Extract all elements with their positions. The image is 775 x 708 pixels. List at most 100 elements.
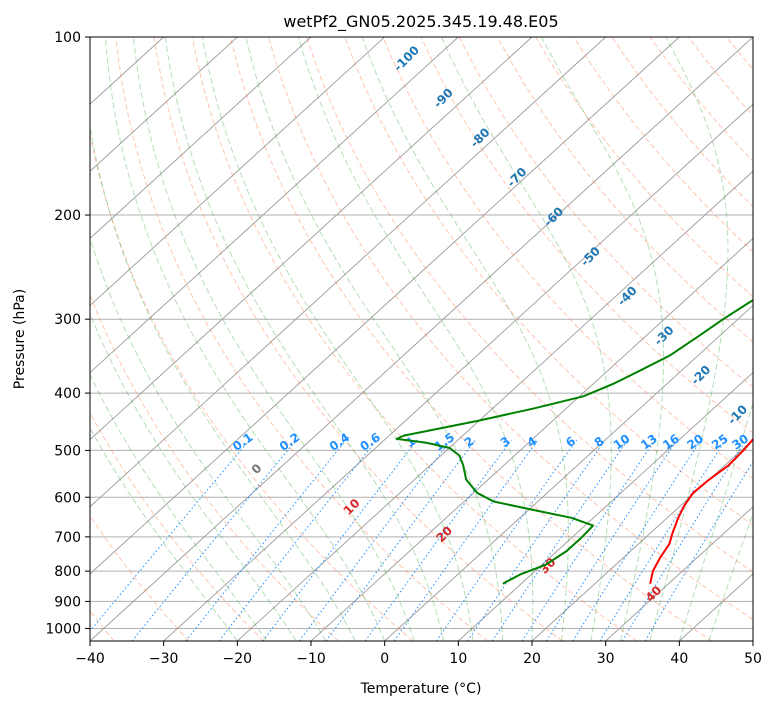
y-tick-label: 800 <box>54 564 81 580</box>
chart-title: wetPf2_GN05.2025.345.19.48.E05 <box>283 12 558 32</box>
mixing-ratio-line <box>436 439 578 641</box>
mixing-ratio-line <box>262 439 418 641</box>
moist-adiabat-label: -30 <box>651 323 676 348</box>
mixing-ratio-label: 30 <box>729 431 751 452</box>
moist-adiabat-line <box>132 37 415 641</box>
isotherm-line <box>90 37 753 641</box>
mixing-ratio-line <box>644 460 753 641</box>
moist-adiabat-line <box>678 401 753 641</box>
dry-adiabat-line <box>90 514 190 641</box>
mixing-ratio-line <box>90 439 250 632</box>
x-axis-title: Temperature (°C) <box>360 681 482 697</box>
moist-adiabat-line <box>201 37 474 641</box>
dry-adiabat-line <box>115 37 488 641</box>
moist-adiabat-label: -100 <box>391 43 422 74</box>
isotherm-line <box>752 640 753 641</box>
mixing-ratio-line <box>545 439 678 641</box>
isotherm-line <box>310 237 753 641</box>
temperature-profile-line <box>649 437 753 584</box>
moist-adiabat-line <box>441 37 612 641</box>
x-tick-label: −20 <box>223 651 253 667</box>
mixing-ratio-line <box>572 439 702 641</box>
mixing-ratio-label: 10 <box>611 431 633 452</box>
y-tick-label: 700 <box>54 530 81 546</box>
dry-adiabat-line <box>268 37 753 621</box>
dry-adiabat-line <box>153 37 563 641</box>
mixing-ratio-line <box>131 439 297 641</box>
mixing-ratio-line <box>218 439 378 641</box>
isotherm-line <box>605 506 753 641</box>
isotherm-line <box>90 37 459 374</box>
isotherm-line <box>458 371 753 641</box>
y-tick-label: 400 <box>54 386 81 402</box>
profile-lines <box>395 299 753 585</box>
y-tick-label: 1000 <box>45 621 81 637</box>
dry-adiabat-line <box>535 37 753 298</box>
x-tick-label: −40 <box>75 651 105 667</box>
dry-adiabat-line <box>306 37 753 573</box>
dry-adiabat-line <box>765 37 775 641</box>
mixing-ratio-label: 8 <box>592 434 607 450</box>
dry-adiabat-line <box>229 37 712 641</box>
mixing-ratio-line <box>491 439 629 641</box>
moist-adiabat-label: -70 <box>504 165 529 190</box>
mixing-ratio-line <box>621 439 747 641</box>
dry-adiabat-line <box>90 131 414 641</box>
moist-adiabat-line <box>361 37 569 641</box>
y-tick-label: 200 <box>54 208 81 224</box>
isotherm-line <box>384 304 753 641</box>
mixing-ratio-line <box>521 439 656 641</box>
y-tick-label: 900 <box>54 594 81 610</box>
mixing-ratio-label: 16 <box>660 431 682 452</box>
moist-adiabat-line <box>90 426 238 641</box>
isotherm-line <box>90 37 606 508</box>
moist-adiabat-label: -50 <box>578 244 603 269</box>
x-tick-label: 0 <box>380 651 389 667</box>
mixing-ratio-label: 25 <box>709 431 731 452</box>
isotherm-line <box>163 103 753 641</box>
dry-adiabat-label: 10 <box>341 496 363 518</box>
y-tick-label: 600 <box>54 490 81 506</box>
dewpoint-profile-line <box>395 299 753 585</box>
mixing-ratio-label: 6 <box>563 434 578 450</box>
moist-adiabat-line <box>708 512 753 641</box>
x-tick-label: 20 <box>523 651 541 667</box>
moist-adiabat-label: -90 <box>431 86 456 111</box>
isotherm-line <box>90 37 680 575</box>
moist-adiabat-line <box>164 37 445 641</box>
moist-adiabat-line <box>90 312 297 641</box>
moist-adiabat-line <box>90 236 327 641</box>
moist-adiabat-line <box>90 373 268 641</box>
dry-adiabat-line <box>420 37 753 434</box>
axes: −40 −30 −20 −10 0 10 20 30 40 50 100 200 300 400 500 60… <box>45 30 762 667</box>
y-tick-label: 100 <box>54 30 81 46</box>
moist-adiabat-label: -20 <box>688 363 713 388</box>
y-axis-title: Pressure (hPa) <box>12 289 28 389</box>
mixing-ratio-label: 3 <box>498 434 513 450</box>
mixing-ratio-line <box>185 439 347 641</box>
x-tick-label: 40 <box>670 651 688 667</box>
y-tick-label: 500 <box>54 443 81 459</box>
x-tick-label: 30 <box>597 651 615 667</box>
mixing-ratio-line <box>364 439 512 641</box>
x-tick-label: 50 <box>744 651 762 667</box>
dry-adiabat-line <box>90 411 264 641</box>
moist-adiabat-line <box>540 37 665 641</box>
moist-adiabat-label: -40 <box>615 283 640 308</box>
y-tick-label: 300 <box>54 312 81 328</box>
dry-adiabat-line <box>725 37 753 71</box>
isotherm-line <box>531 439 753 641</box>
x-tick-label: 10 <box>449 651 467 667</box>
mixing-ratio-label: 20 <box>684 431 706 452</box>
isotherm-line <box>90 37 238 172</box>
mixing-ratio-line <box>467 439 606 641</box>
isotherm-line <box>90 37 533 441</box>
moist-adiabat-line <box>90 123 356 641</box>
dry-adiabat-line <box>687 37 753 117</box>
dry-adiabat-line <box>497 37 753 343</box>
isotherm-line <box>237 170 753 641</box>
x-tick-label: −10 <box>296 651 326 667</box>
dry-adiabat-line <box>344 37 753 526</box>
